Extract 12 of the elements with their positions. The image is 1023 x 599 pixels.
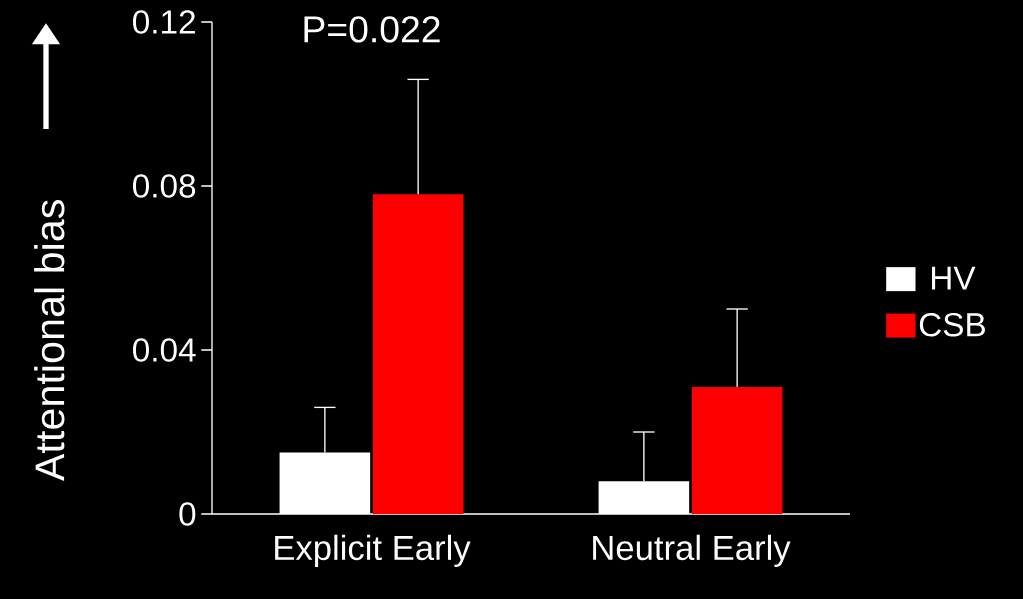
y-tick-label: 0.08 [133,174,196,198]
y-tick-label: 0 [179,502,196,526]
x-tick-label: Explicit Early [275,534,471,568]
annotation: P=0.022 [304,16,440,43]
y-axis-title: Attentional bias [34,200,65,482]
bar [372,194,464,514]
legend-label: HV [932,266,976,290]
x-tick-label: Neutral Early [593,534,791,568]
legend-label: CSB [919,312,985,337]
bar [691,386,783,514]
y-tick-label: 0.04 [133,338,196,362]
y-tick-label: 0.12 [133,10,195,34]
